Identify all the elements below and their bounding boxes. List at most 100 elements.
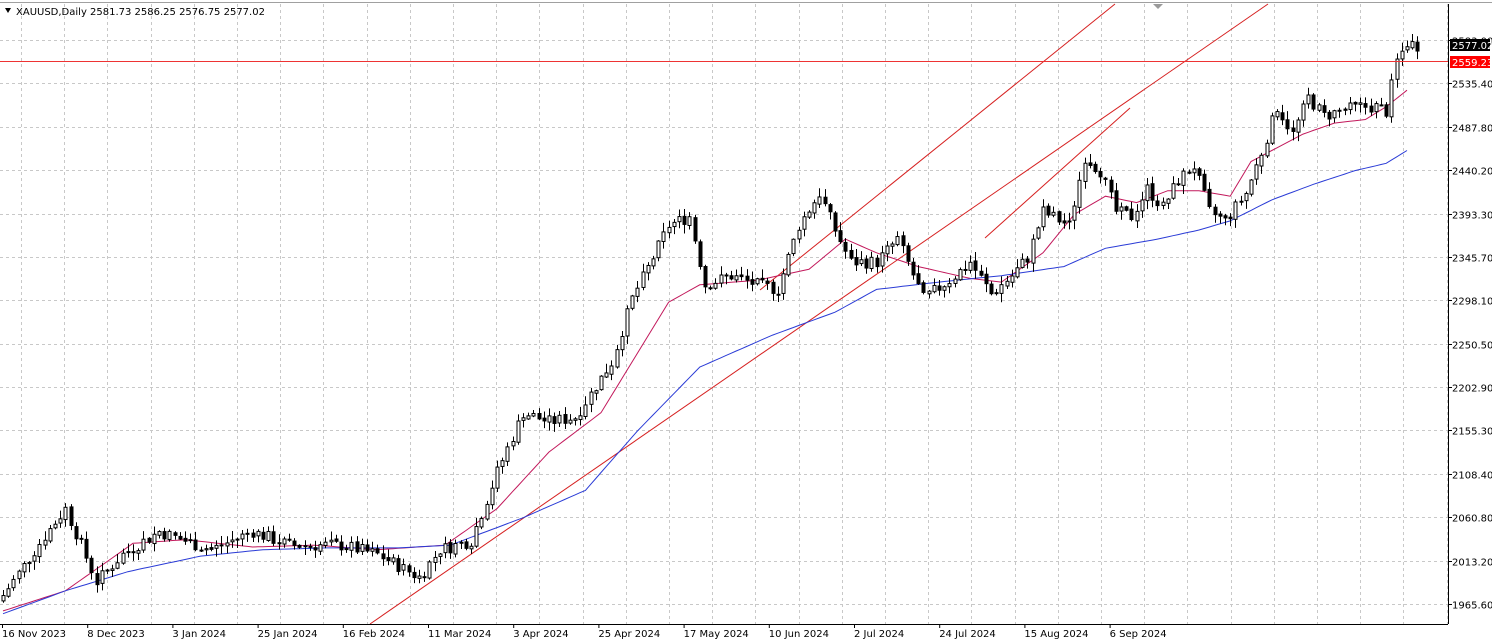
candle [1197, 167, 1202, 181]
candle [261, 527, 266, 543]
channel-lower-line[interactable] [369, 3, 1269, 625]
candle [1129, 201, 1134, 222]
candle [167, 529, 172, 542]
candle-body-bear [396, 558, 401, 572]
candle-body-bear [994, 292, 999, 295]
candle-body-bear [162, 531, 167, 540]
candle-body-bull [1135, 210, 1140, 222]
candle [17, 569, 22, 584]
candle [58, 510, 63, 528]
candle-body-bear [1062, 220, 1067, 224]
candle [1103, 176, 1108, 186]
ohlc-values: 2581.73 2586.25 2576.75 2577.02 [90, 7, 265, 18]
trend-channel[interactable] [369, 3, 1269, 625]
candle-body-bull [1400, 50, 1405, 60]
candle [308, 543, 313, 551]
candle-body-bear [911, 261, 916, 276]
candle-body-bull [1301, 103, 1306, 121]
candle [635, 281, 640, 303]
candle-body-bear [1384, 104, 1389, 117]
candle [1311, 93, 1316, 112]
candle [459, 540, 464, 549]
candle-body-bear [355, 541, 360, 553]
candle [1259, 152, 1264, 174]
candle-body-bull [781, 273, 786, 294]
candle-body-bull [48, 528, 53, 542]
time-axis[interactable]: 16 Nov 2023 8 Dec 2023 3 Jan 2024 25 Jan 20… [2, 624, 1167, 640]
candle-body-bull [869, 256, 874, 269]
candle [672, 219, 677, 235]
candle-body-bear [1025, 258, 1030, 263]
y-tick-label: 2393.30 [1452, 211, 1492, 222]
x-tick-label: 24 Jul 2024 [939, 629, 996, 640]
candle [859, 251, 864, 267]
candle [1093, 161, 1098, 174]
candle-body-bear [448, 542, 453, 554]
candle-body-bear [297, 544, 302, 548]
channel-upper-line[interactable] [759, 3, 1116, 291]
candle-body-bull [895, 236, 900, 246]
candle-body-bear [724, 274, 729, 277]
candle-body-bear [901, 235, 906, 247]
candle [1176, 177, 1181, 186]
candle [1051, 206, 1056, 218]
candle-body-bull [1358, 102, 1363, 105]
candle-body-bear [245, 532, 250, 535]
candle [162, 527, 167, 542]
candle-body-bear [921, 282, 926, 293]
candle [469, 543, 474, 554]
candle [1405, 40, 1410, 53]
candle [557, 411, 562, 428]
candle-body-bear [344, 548, 349, 551]
candle [32, 551, 37, 570]
candle [1145, 177, 1150, 210]
candle-body-bull [786, 253, 791, 276]
candle-body-bear [1415, 41, 1420, 52]
candle [1400, 42, 1405, 66]
candle-body-bull [594, 390, 599, 394]
dropdown-triangle-icon[interactable] [5, 8, 11, 13]
candle-body-bull [713, 282, 718, 289]
candle-body-bull [932, 284, 937, 293]
candle [318, 541, 323, 555]
candle [604, 363, 609, 379]
candle-body-bear [693, 217, 698, 242]
candle [880, 245, 885, 273]
candle [365, 539, 370, 553]
candle [687, 212, 692, 230]
shift-marker-icon[interactable] [1153, 4, 1163, 9]
candle-body-bull [620, 336, 625, 351]
candle [1207, 182, 1212, 209]
candle [1083, 157, 1088, 189]
candle-body-bull [474, 526, 479, 547]
candle [989, 281, 994, 296]
candle [157, 530, 162, 539]
candle-body-bear [1150, 183, 1155, 201]
candle [1239, 195, 1244, 206]
candle [1384, 102, 1389, 119]
candle-body-bull [323, 541, 328, 546]
candle [1010, 269, 1015, 288]
candle-body-bull [604, 372, 609, 378]
x-tick-label: 11 Mar 2024 [428, 629, 491, 640]
candle [963, 260, 968, 275]
candle [89, 555, 94, 580]
candle-body-bear [760, 277, 765, 281]
candle-body-bull [958, 269, 963, 281]
candle [1285, 111, 1290, 135]
candle [1020, 253, 1025, 269]
candle-body-bull [360, 543, 365, 552]
candle [173, 531, 178, 540]
candle [240, 529, 245, 547]
candle-body-bull [479, 518, 484, 528]
candle [542, 411, 547, 429]
channel-mid-line[interactable] [984, 107, 1131, 239]
candle [69, 504, 74, 531]
candle [677, 209, 682, 229]
candle [505, 442, 510, 467]
candle-body-bull [511, 440, 516, 447]
candle [48, 524, 53, 544]
candle [355, 536, 360, 554]
